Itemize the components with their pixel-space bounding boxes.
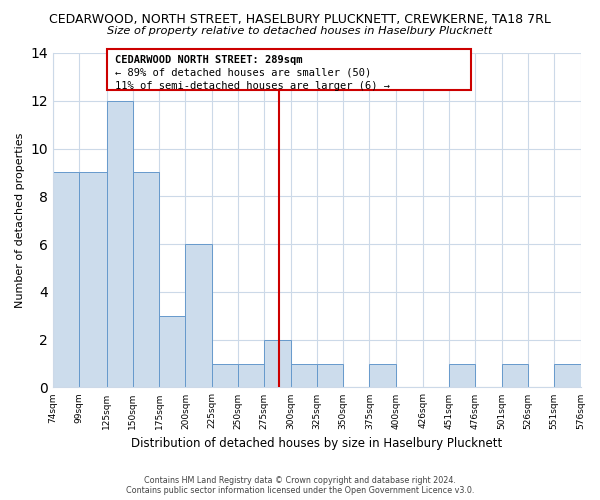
Bar	[159, 316, 185, 388]
Bar	[79, 172, 107, 388]
Bar	[554, 364, 581, 388]
Bar	[212, 364, 238, 388]
X-axis label: Distribution of detached houses by size in Haselbury Plucknett: Distribution of detached houses by size …	[131, 437, 502, 450]
Bar	[317, 364, 343, 388]
Y-axis label: Number of detached properties: Number of detached properties	[15, 132, 25, 308]
Bar	[107, 101, 133, 388]
Bar	[449, 364, 475, 388]
Bar	[290, 364, 317, 388]
Bar	[133, 172, 159, 388]
Text: CEDARWOOD, NORTH STREET, HASELBURY PLUCKNETT, CREWKERNE, TA18 7RL: CEDARWOOD, NORTH STREET, HASELBURY PLUCK…	[49, 12, 551, 26]
FancyBboxPatch shape	[107, 50, 471, 90]
Bar	[264, 340, 290, 388]
Bar	[53, 172, 79, 388]
Text: CEDARWOOD NORTH STREET: 289sqm: CEDARWOOD NORTH STREET: 289sqm	[115, 54, 302, 64]
Bar	[502, 364, 528, 388]
Bar	[238, 364, 264, 388]
Text: Size of property relative to detached houses in Haselbury Plucknett: Size of property relative to detached ho…	[107, 26, 493, 36]
Bar	[185, 244, 212, 388]
Text: Contains HM Land Registry data © Crown copyright and database right 2024.
Contai: Contains HM Land Registry data © Crown c…	[126, 476, 474, 495]
Text: ← 89% of detached houses are smaller (50): ← 89% of detached houses are smaller (50…	[115, 68, 371, 78]
Text: 11% of semi-detached houses are larger (6) →: 11% of semi-detached houses are larger (…	[115, 81, 390, 91]
Bar	[370, 364, 395, 388]
